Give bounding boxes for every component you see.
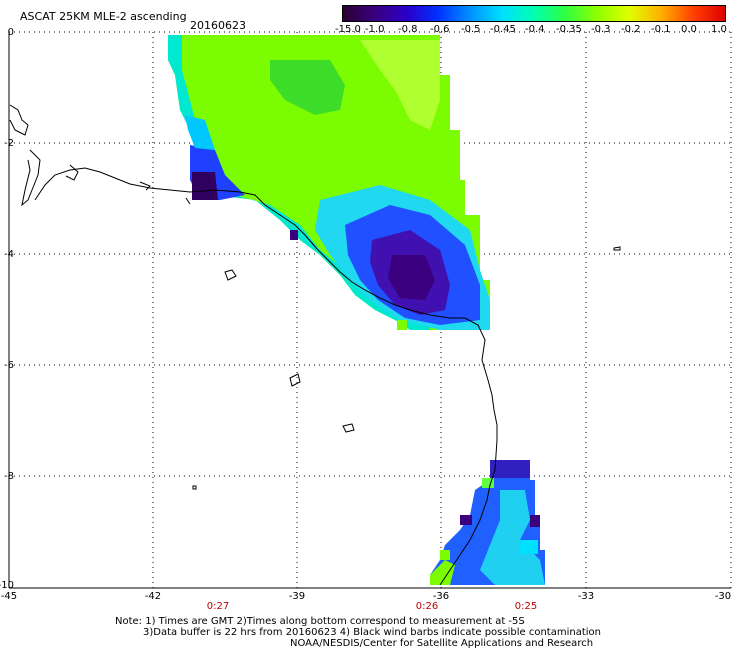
color-scale-segment <box>343 6 375 21</box>
coastline <box>34 167 498 586</box>
swath-lower-cyan <box>480 490 545 585</box>
scale-label: -15.0 <box>335 24 361 35</box>
y-axis-label: -10 <box>0 580 14 591</box>
note-line-3: NOAA/NESDIS/Center for Satellite Applica… <box>290 638 594 649</box>
scale-label: -1.0 <box>365 24 385 35</box>
scale-label: -0.45 <box>490 24 516 35</box>
x-axis-label: -30 <box>714 591 732 602</box>
swath-pixel <box>530 515 540 527</box>
time-label: 0:27 <box>206 601 230 612</box>
scale-label: -0.6 <box>430 24 450 35</box>
color-scale-segment <box>661 6 694 21</box>
x-axis-label: -36 <box>432 591 450 602</box>
note-line-2: 3)Data buffer is 22 hrs from 20160623 4)… <box>143 627 601 638</box>
scale-label: -0.4 <box>525 24 545 35</box>
upper-swath <box>168 35 490 330</box>
swath-pixel <box>460 515 472 525</box>
lower-swath <box>430 460 545 585</box>
x-axis-label: -33 <box>577 591 595 602</box>
time-label: 0:26 <box>415 601 439 612</box>
product-date: 20160623 <box>190 19 246 32</box>
color-scale-segment <box>470 6 503 21</box>
note-line-1: Note: 1) Times are GMT 2)Times along bot… <box>115 616 525 627</box>
y-axis-label: -4 <box>4 249 14 260</box>
scale-label: -0.1 <box>651 24 671 35</box>
product-title: ASCAT 25KM MLE-2 ascending <box>20 10 187 23</box>
color-scale-segment <box>438 6 471 21</box>
swath-lower-green <box>430 560 455 585</box>
scale-label: -0.35 <box>556 24 582 35</box>
x-axis-label: -45 <box>0 591 18 602</box>
swath-pixel <box>440 550 450 560</box>
y-axis-label: -8 <box>4 471 14 482</box>
swath-cyan-west <box>185 115 215 150</box>
swath-pixel <box>490 460 530 478</box>
scale-label: -0.2 <box>621 24 641 35</box>
color-scale-segment <box>597 6 630 21</box>
scale-label: -0.3 <box>591 24 611 35</box>
color-scale-segment <box>374 6 407 21</box>
swath-pixel <box>520 540 538 554</box>
x-axis-label: -39 <box>288 591 306 602</box>
color-scale-segment <box>565 6 598 21</box>
swath-pixel <box>290 230 298 240</box>
color-scale-segment <box>533 6 566 21</box>
scale-label: -0.8 <box>398 24 418 35</box>
swath-dark-west <box>192 172 218 200</box>
color-scale-segment <box>629 6 662 21</box>
swath-pixel <box>397 320 407 330</box>
coast-fragments <box>9 104 191 207</box>
y-axis-label: 0 <box>7 27 14 38</box>
swath-light-green <box>360 40 440 130</box>
scale-label: -0.5 <box>461 24 481 35</box>
color-scale-segment <box>693 6 725 21</box>
y-axis-label: -6 <box>4 360 14 371</box>
swath-green-patch <box>270 60 345 115</box>
time-label: 0:25 <box>514 601 538 612</box>
swath-pixel <box>482 478 494 488</box>
color-scale-bar <box>342 5 726 22</box>
y-axis-label: -2 <box>4 138 14 149</box>
swath-dark-core <box>388 255 435 300</box>
color-scale-labels: -15.0 -1.0 -0.8 -0.6 -0.5 -0.45 -0.4 -0.… <box>335 24 735 36</box>
color-scale-segment <box>406 6 439 21</box>
x-axis-label: -42 <box>144 591 162 602</box>
scale-label: 0.0 <box>681 24 697 35</box>
scale-label: 1.0 <box>711 24 727 35</box>
color-scale-segment <box>502 6 534 21</box>
small-islands <box>192 246 621 490</box>
